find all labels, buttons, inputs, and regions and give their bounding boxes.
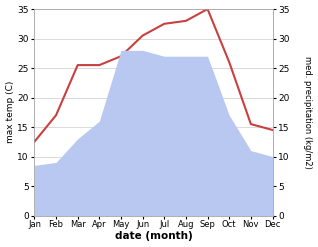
Y-axis label: max temp (C): max temp (C) — [5, 81, 15, 144]
Y-axis label: med. precipitation (kg/m2): med. precipitation (kg/m2) — [303, 56, 313, 169]
X-axis label: date (month): date (month) — [114, 231, 192, 242]
